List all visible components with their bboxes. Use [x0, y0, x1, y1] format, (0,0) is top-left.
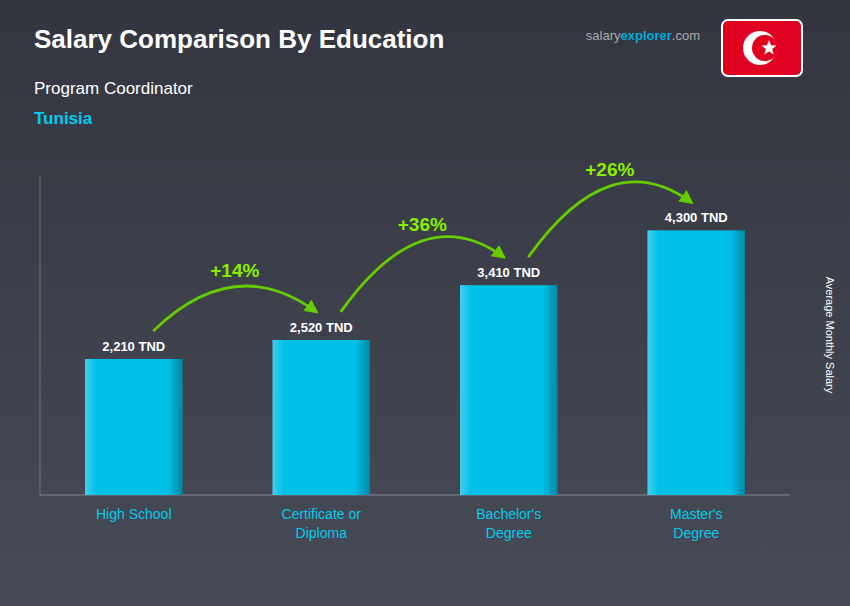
category-label: Master's Degree — [670, 506, 722, 541]
data-label: 3,410 TND — [477, 265, 540, 280]
site-part: explorer — [621, 28, 672, 43]
data-label: 2,520 TND — [290, 320, 353, 335]
title: Salary Comparison By Education — [34, 24, 444, 54]
y-axis-line — [40, 175, 41, 495]
bars — [85, 230, 745, 495]
change-label: +14% — [210, 260, 259, 281]
flag-crescent-outer — [743, 31, 777, 65]
subtitle: Program Coordinator — [34, 79, 193, 98]
change-arcs — [153, 182, 691, 331]
flag-star — [761, 40, 776, 54]
category-line: Degree — [673, 525, 719, 541]
bar — [273, 340, 371, 495]
data-label: 2,210 TND — [102, 339, 165, 354]
country: Tunisia — [34, 109, 93, 128]
change-arc — [341, 237, 504, 312]
category-label: Bachelor's Degree — [476, 506, 541, 541]
category-line: Bachelor's — [476, 506, 541, 522]
change-label: +26% — [585, 159, 634, 180]
change-arc — [528, 182, 691, 257]
chart: Salary Comparison By Education Program Co… — [0, 0, 850, 606]
site-part: .com — [672, 28, 700, 43]
bar — [648, 230, 746, 495]
bar — [85, 359, 183, 495]
flag-crescent-inner — [752, 35, 778, 61]
bar-shading — [648, 230, 746, 495]
bar — [460, 285, 558, 495]
change-label: +36% — [398, 214, 447, 235]
data-label: 4,300 TND — [665, 210, 728, 225]
y-axis-label: Average Monthly Salary — [824, 277, 836, 394]
category-line: High School — [96, 506, 172, 522]
flag — [722, 20, 802, 76]
category-line: Certificate or — [282, 506, 362, 522]
bar-shading — [273, 340, 371, 495]
bar-shading — [85, 359, 183, 495]
category-label: Certificate or Diploma — [282, 506, 362, 541]
change-arc — [153, 286, 316, 331]
category-line: Degree — [486, 525, 532, 541]
category-line: Diploma — [296, 525, 348, 541]
category-line: Master's — [670, 506, 722, 522]
bar-shading — [460, 285, 558, 495]
background — [0, 0, 850, 606]
site-name: salaryexplorer.com — [586, 28, 700, 43]
flag-field — [722, 20, 802, 76]
site-part: salary — [586, 28, 621, 43]
category-label: High School — [96, 506, 172, 522]
